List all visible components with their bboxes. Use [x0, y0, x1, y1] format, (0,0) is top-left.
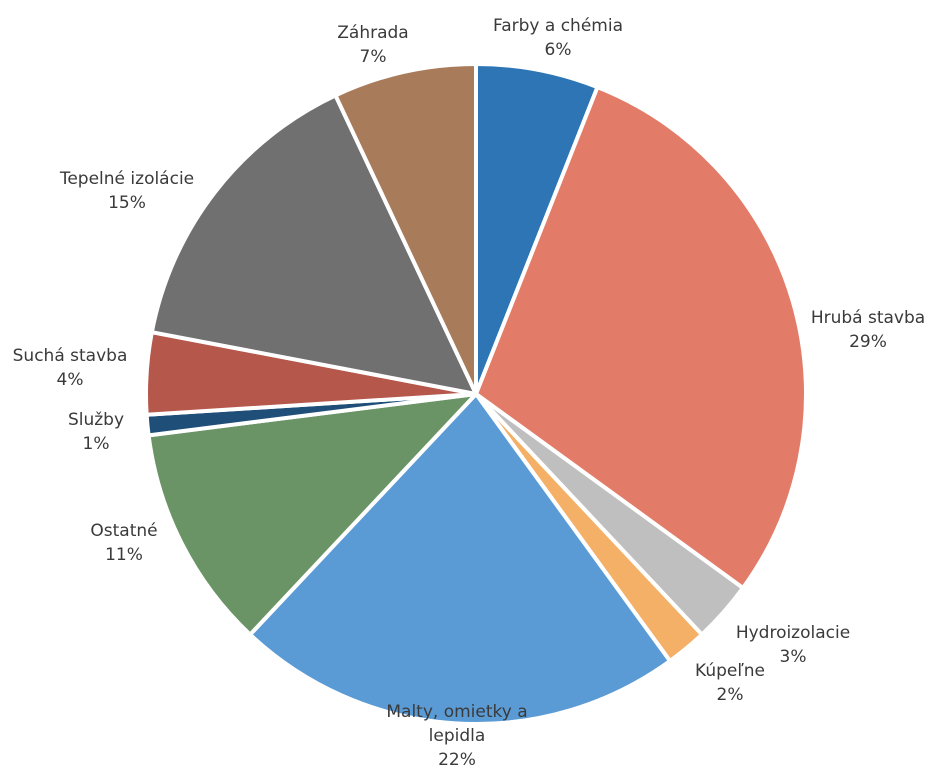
slice-category-label: Tepelné izolácie [59, 169, 195, 189]
slice-label: Farby a chémia 6% [493, 14, 623, 62]
slice-label: Kúpeľne 2% [695, 659, 765, 707]
slice-category-label: lepidla [428, 726, 486, 746]
pie-slices [144, 62, 808, 726]
slice-label: Ostatné 11% [90, 519, 157, 567]
slice-category-label: Záhrada [337, 23, 409, 43]
slice-label: Tepelné izolácie 15% [60, 167, 194, 215]
slice-label: Malty, omietky a lepidla 22% [386, 700, 527, 772]
pie-slice [333, 62, 478, 396]
slice-category-label: Ostatné [90, 521, 158, 541]
slice-label: Hydroizolacie 3% [736, 621, 850, 669]
slice-percent-label: 6% [544, 40, 572, 60]
pie-slice [146, 392, 478, 637]
slice-category-label: Kúpeľne [695, 661, 765, 681]
pie-slice [248, 392, 672, 726]
slice-category-label: Služby [67, 410, 125, 430]
slice-label: Záhrada 7% [337, 21, 408, 69]
pie-slice [149, 93, 478, 396]
slice-percent-label: 3% [779, 647, 807, 667]
pie-slice [474, 62, 600, 396]
slice-label: Hrubá stavba 29% [811, 306, 925, 354]
slice-category-label: Suchá stavba [12, 346, 128, 366]
slice-label: Služby 1% [68, 408, 124, 456]
slice-percent-label: 1% [82, 434, 110, 454]
slice-percent-label: 7% [359, 47, 387, 67]
slice-category-label: Hydroizolacie [735, 623, 851, 643]
slice-category-label: Malty, omietky a [386, 702, 528, 722]
slice-percent-label: 29% [849, 332, 887, 352]
slice-percent-label: 4% [56, 370, 84, 390]
slice-percent-label: 2% [716, 685, 744, 705]
slice-category-label: Farby a chémia [493, 16, 623, 36]
slice-percent-label: 11% [105, 545, 143, 565]
slice-percent-label: 22% [438, 750, 476, 770]
pie-slice [474, 85, 808, 590]
slice-percent-label: 15% [108, 193, 146, 213]
slice-category-label: Hrubá stavba [810, 308, 926, 328]
slice-label: Suchá stavba 4% [13, 344, 128, 392]
